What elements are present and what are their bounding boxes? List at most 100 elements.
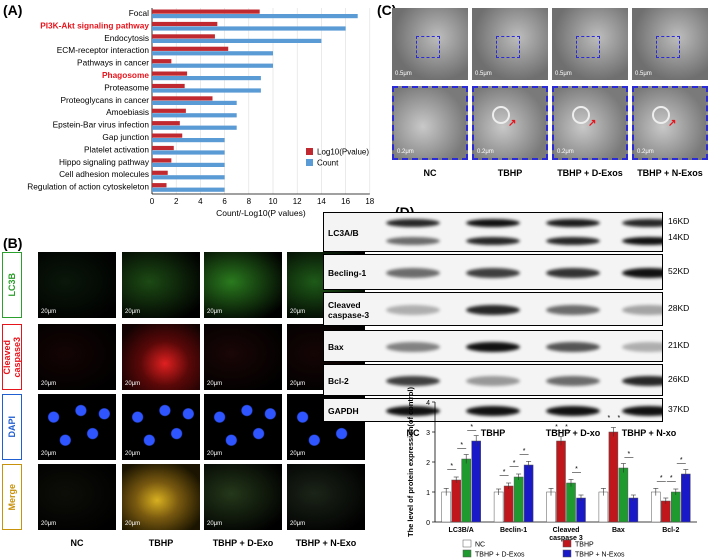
- y-tick-label: 0: [426, 520, 430, 527]
- scale-bar-label: 0.2μm: [637, 149, 654, 155]
- protein-expression-chart: 0 1 2 3 4 The level of protein expression(of …: [406, 386, 697, 559]
- significance-mark: *: [670, 475, 673, 482]
- condition-label: TBHP: [148, 538, 174, 548]
- condition-label: TBHP + N-Exo: [295, 538, 357, 548]
- lane-label: NC: [406, 428, 420, 438]
- legend-swatch: [462, 549, 472, 558]
- significance-mark: *: [618, 415, 621, 422]
- tem-zoom-image: 0.2μm ↗: [552, 86, 628, 160]
- log10-bar: [152, 145, 174, 151]
- molecular-weight-label: 28KD: [668, 303, 690, 313]
- channel-label: Merge: [7, 483, 17, 511]
- log10-bar: [152, 96, 213, 101]
- scale-bar-label: 0.2μm: [557, 149, 574, 155]
- y-axis-title: The level of protein expression(of contr…: [406, 386, 415, 537]
- significance-mark: *: [628, 451, 631, 458]
- condition-label: TBHP + N-Exos: [637, 168, 703, 178]
- blot-label: LC3A/B: [328, 228, 359, 238]
- term-label: PI3K-Akt signaling pathway: [40, 20, 149, 30]
- expression-bar: [493, 491, 504, 523]
- molecular-weight-label: 26KD: [668, 374, 690, 384]
- significance-mark: *: [660, 475, 663, 482]
- expression-bar: [681, 473, 691, 523]
- count-bar: [152, 150, 225, 155]
- expression-bar: [441, 491, 451, 523]
- micrograph-tile: 20μm: [122, 464, 200, 530]
- scale-bar-label: 20μm: [125, 451, 141, 457]
- condition-label: NC: [423, 168, 437, 178]
- x-tick-label: 8: [247, 197, 252, 206]
- protein-band: [466, 268, 520, 278]
- legend-label-log10: Log10(Pvalue): [317, 148, 369, 157]
- protein-band: [466, 237, 520, 245]
- pathway-enrichment-chart: 0 2 4 6 8 10 12 14 16 18 Focal PI3K-Akt signaling p…: [27, 8, 375, 218]
- scale-bar-label: 0.5μm: [395, 71, 412, 77]
- category-label: Bax: [612, 527, 625, 534]
- protein-band: [622, 305, 662, 315]
- term-label: Phagosome: [102, 70, 149, 80]
- count-bar: [152, 187, 225, 192]
- count-bar: [152, 138, 225, 143]
- micrograph-tile: 20μm: [38, 464, 116, 530]
- scale-bar-label: 20μm: [41, 521, 57, 527]
- term-label: Endocytosis: [104, 33, 149, 43]
- x-tick-label: 16: [341, 197, 350, 206]
- autophagosome: [652, 106, 670, 124]
- legend-swatch-count: [306, 159, 313, 166]
- log10-bar: [152, 170, 168, 175]
- lane-label: TBHP + N-xo: [621, 428, 677, 438]
- protein-band: [622, 342, 662, 352]
- legend-swatch-log10: [306, 148, 313, 155]
- expression-bar: [651, 491, 661, 523]
- count-bar: [152, 38, 322, 43]
- significance-mark: *: [460, 442, 463, 449]
- significance-mark: *: [523, 448, 526, 455]
- term-label: Gap junction: [102, 132, 149, 142]
- count-bar: [152, 88, 261, 93]
- protein-band: [386, 268, 440, 278]
- expression-bar: [628, 497, 639, 523]
- scale-bar-label: 20μm: [290, 381, 306, 387]
- count-bar: [152, 125, 237, 130]
- scale-bar-label: 0.2μm: [397, 149, 414, 155]
- term-label: Amoebiasis: [106, 107, 149, 117]
- molecular-weight-label: 37KD: [668, 404, 690, 414]
- protein-band: [546, 268, 600, 278]
- scale-bar-label: 0.5μm: [635, 71, 652, 77]
- blot-label: Cleaved caspase-3: [328, 300, 370, 320]
- term-label: Focal: [129, 8, 149, 18]
- micrograph-tile: 20μm: [204, 252, 282, 318]
- significance-mark: *: [450, 463, 453, 470]
- count-bar: [152, 162, 225, 167]
- term-label: Regulation of action cytoskeleton: [27, 182, 149, 192]
- expression-bar: [471, 440, 481, 523]
- category-label: Beclin-1: [500, 527, 527, 534]
- term-label: ECM-receptor interaction: [57, 45, 150, 55]
- scale-bar-label: 0.5μm: [555, 71, 572, 77]
- x-tick-label: 2: [174, 197, 179, 206]
- x-tick-label: 18: [365, 197, 374, 206]
- y-tick-label: 3: [426, 430, 430, 437]
- blot-strip: LC3A/B: [323, 212, 663, 252]
- scale-bar-label: 20μm: [41, 381, 57, 387]
- blot-strip: Becling-1: [323, 254, 663, 290]
- lane-label: TBHP + D-xo: [545, 428, 601, 438]
- count-bar: [152, 100, 237, 105]
- count-bar: [152, 14, 358, 19]
- expression-bar: [618, 467, 629, 523]
- protein-band: [386, 342, 440, 352]
- term-label: Pathways in cancer: [77, 58, 149, 68]
- scale-bar-label: 20μm: [207, 451, 223, 457]
- protein-band: [386, 305, 440, 315]
- x-tick-label: 12: [293, 197, 302, 206]
- expression-bar: [661, 500, 671, 523]
- x-axis-title: Count/-Log10(P values): [216, 208, 306, 218]
- term-label: Epstein-Bar virus infection: [53, 120, 150, 130]
- protein-band: [546, 237, 600, 245]
- condition-label: TBHP + D-Exo: [212, 538, 274, 548]
- scale-bar-label: 20μm: [290, 309, 306, 315]
- scale-bar-label: 0.2μm: [477, 149, 494, 155]
- category-label: LC3B/A: [449, 527, 474, 534]
- log10-bar: [152, 34, 215, 39]
- count-bar: [152, 26, 346, 31]
